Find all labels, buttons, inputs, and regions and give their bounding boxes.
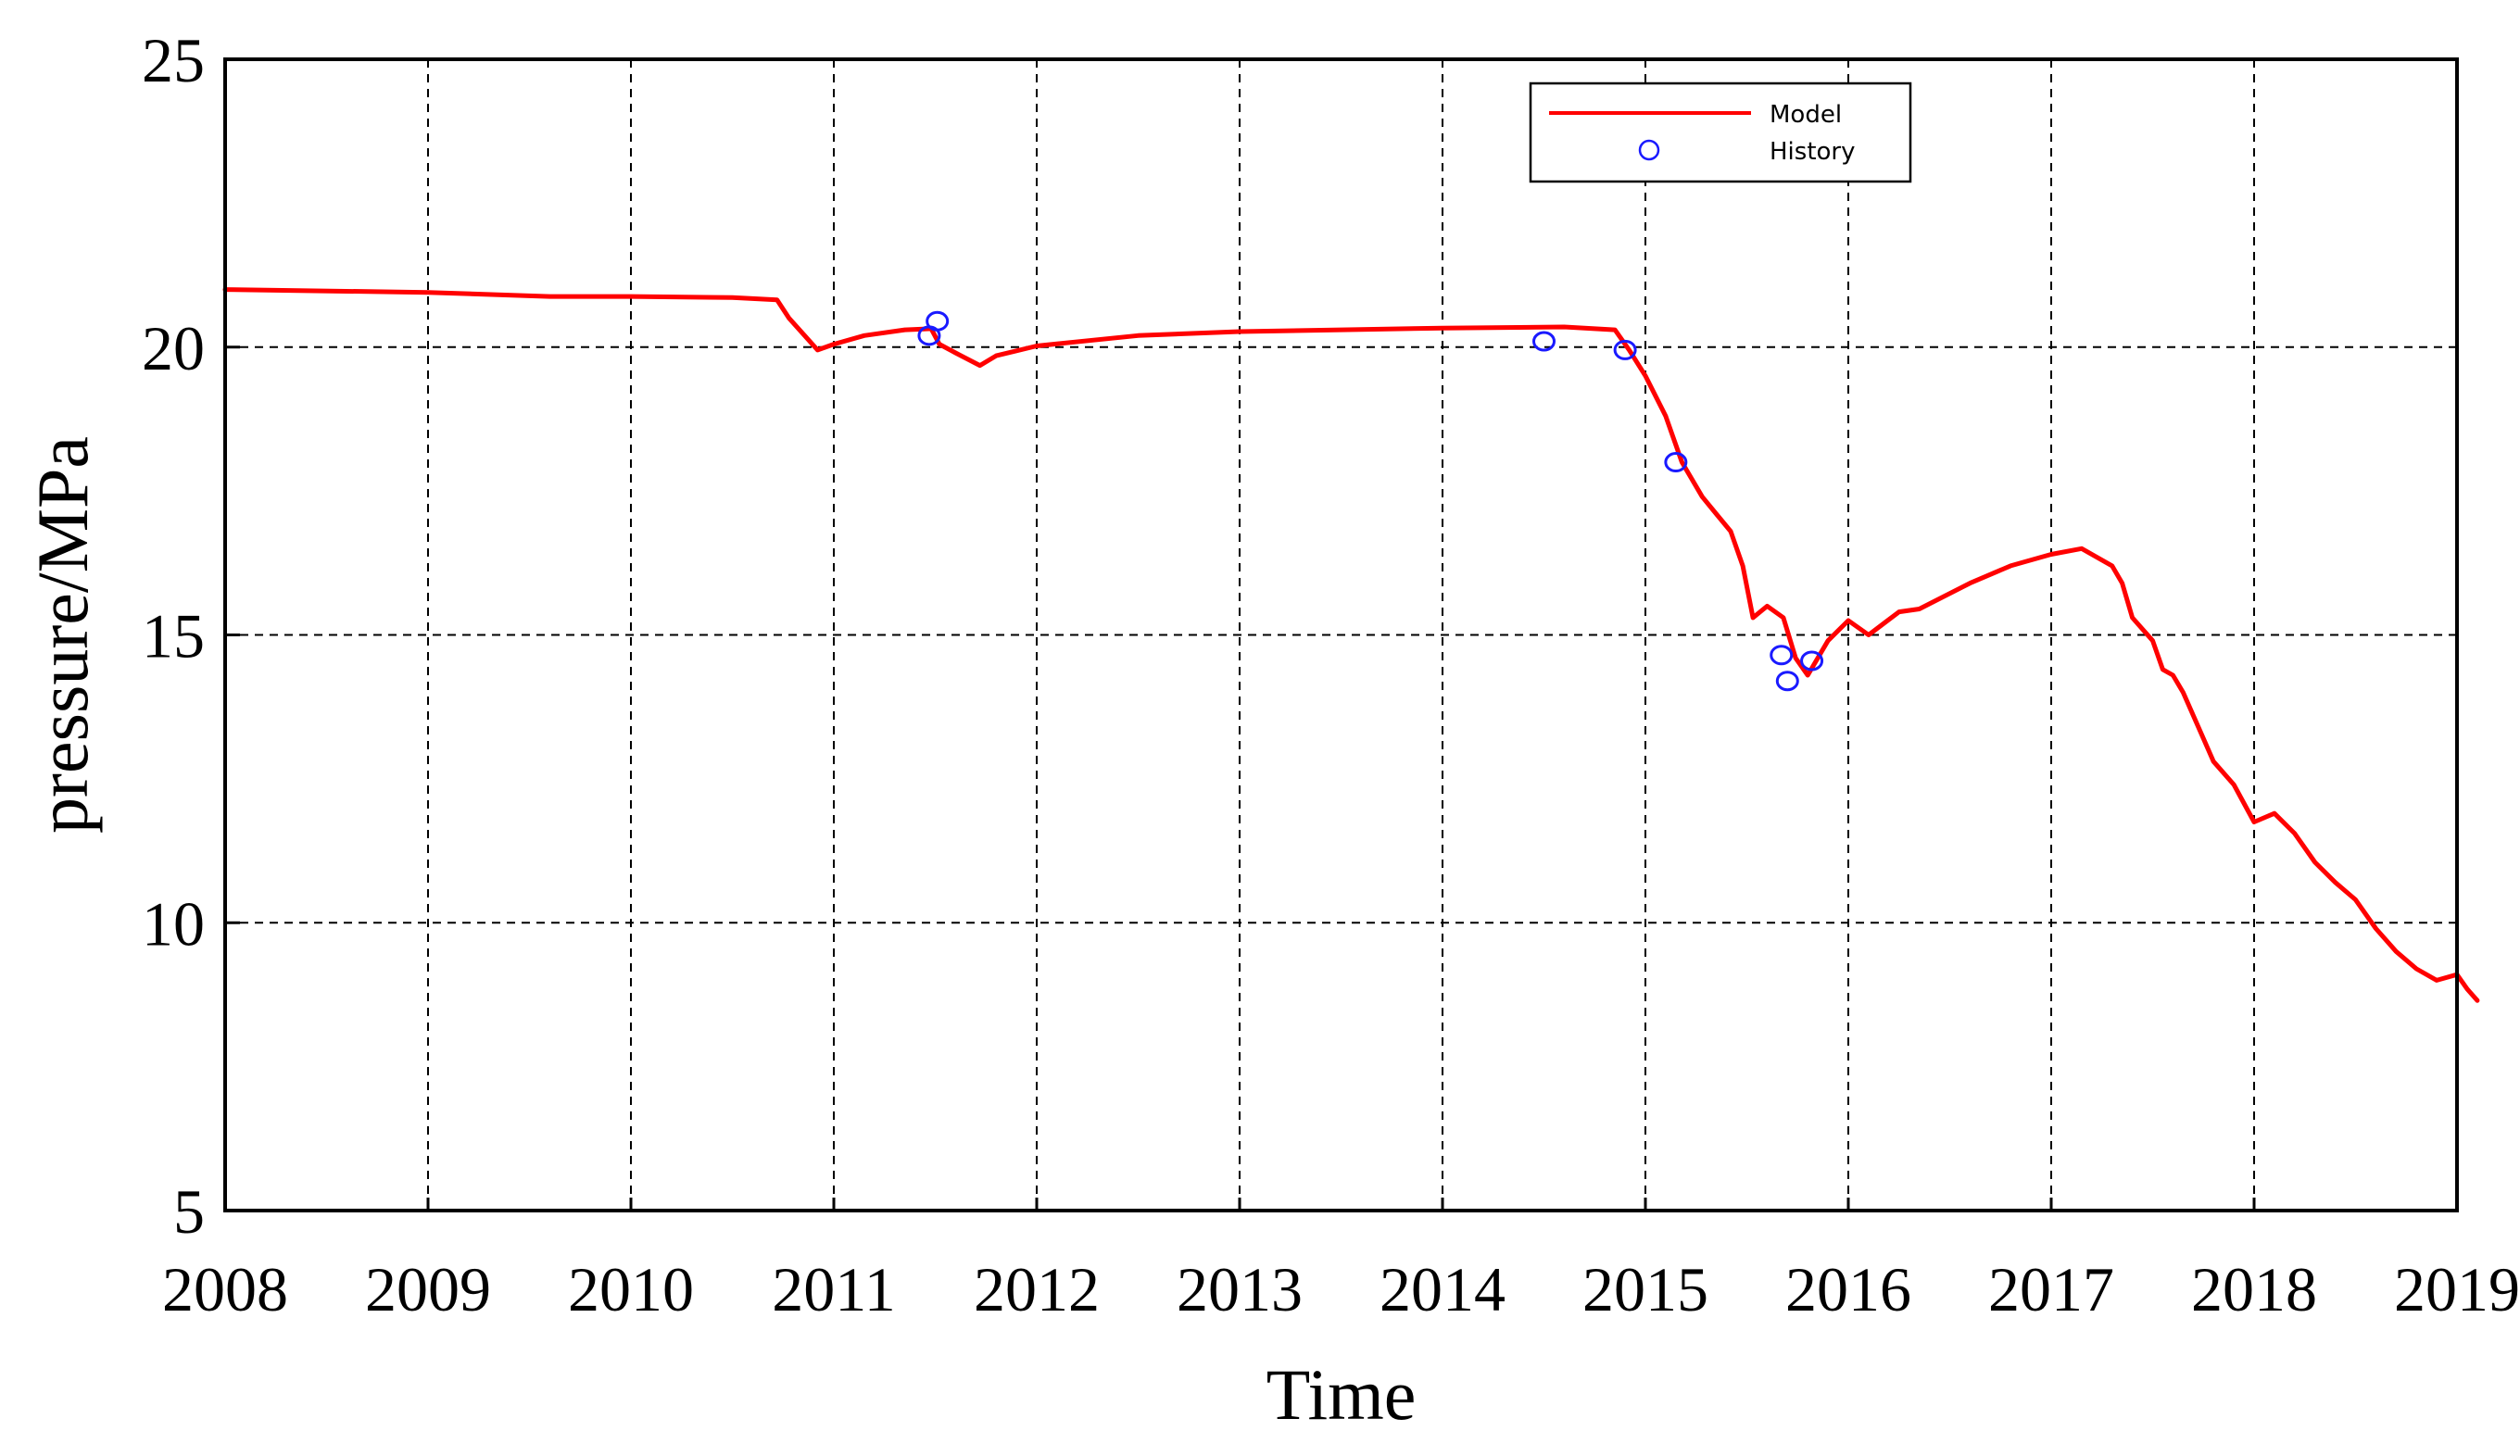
x-tick-label: 2008 xyxy=(162,1254,288,1324)
legend-label-history: History xyxy=(1770,138,1856,166)
x-tick-label: 2011 xyxy=(772,1254,895,1324)
y-tick-label: 10 xyxy=(142,888,205,959)
x-tick-label: 2015 xyxy=(1582,1254,1708,1324)
legend-box xyxy=(1529,82,1912,183)
x-tick-label: 2012 xyxy=(974,1254,1100,1324)
x-tick-label: 2019 xyxy=(2394,1254,2520,1324)
y-tick-label: 5 xyxy=(173,1176,205,1247)
x-tick-label: 2017 xyxy=(1988,1254,2114,1324)
y-tick-label: 20 xyxy=(142,313,205,383)
legend-circle-marker xyxy=(1638,139,1660,161)
legend: Model History xyxy=(1529,82,1912,183)
x-tick-label: 2014 xyxy=(1380,1254,1506,1324)
grid-lines xyxy=(225,59,2457,1211)
axis-ticks: 2008 2009 2010 2011 2012 2013 2014 2015 2016 2017… xyxy=(142,25,2520,1324)
y-tick-label: 15 xyxy=(142,601,205,672)
x-tick-label: 2016 xyxy=(1785,1254,1911,1324)
history-data-point xyxy=(1800,650,1824,672)
x-axis-label: Time xyxy=(1266,1354,1417,1435)
x-tick-label: 2018 xyxy=(2191,1254,2317,1324)
x-tick-label: 2009 xyxy=(365,1254,491,1324)
legend-label-model: Model xyxy=(1770,101,1842,129)
history-data-point xyxy=(1613,339,1637,360)
y-tick-label: 25 xyxy=(142,25,205,95)
history-data-point xyxy=(1770,645,1794,666)
history-data-point xyxy=(1532,331,1556,352)
history-data-point xyxy=(1664,452,1688,473)
x-tick-label: 2010 xyxy=(568,1254,694,1324)
series-layer xyxy=(222,287,2480,1003)
x-tick-label: 2013 xyxy=(1177,1254,1303,1324)
y-axis-label: pressure/MPa xyxy=(22,436,103,834)
history-data-point xyxy=(1775,671,1799,692)
history-data-point xyxy=(926,310,950,332)
model-series-line xyxy=(222,287,2480,1003)
